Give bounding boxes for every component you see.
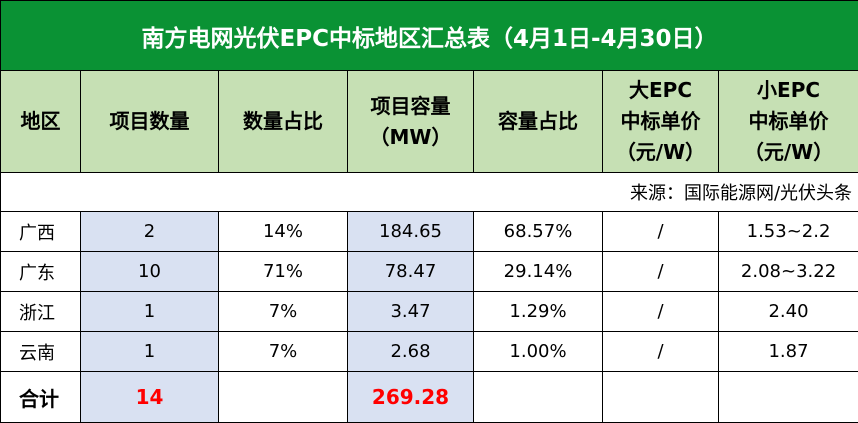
empty-cell: [218, 371, 348, 423]
cell: 1.29%: [473, 291, 603, 332]
header-line: （MW）: [369, 124, 452, 149]
empty-cell: [717, 371, 858, 423]
cell: 71%: [218, 251, 348, 292]
header-line: 项目容量: [370, 93, 451, 118]
cell: 2.40: [717, 291, 858, 332]
cell: 78.47: [347, 251, 474, 292]
cell: 1: [80, 291, 219, 332]
cell: 2.08~3.22: [717, 251, 858, 292]
cell: 184.65: [347, 211, 474, 252]
cell: 1.53~2.2: [717, 211, 858, 252]
header-cell: 小EPC 中标单价 （元/W）: [717, 70, 858, 173]
cell: 浙江: [0, 291, 81, 332]
cell: /: [602, 211, 719, 252]
cell: /: [602, 291, 719, 332]
header-cell: 数量占比: [218, 70, 348, 173]
cell: 1.00%: [473, 331, 603, 372]
data-row: 广西 2 14% 184.65 68.57%/1.53~2.2: [0, 211, 858, 252]
header-cell: 容量占比: [473, 70, 603, 173]
header-cell: 项目容量 （MW）: [347, 70, 474, 173]
header-line: 中标单价: [748, 109, 829, 133]
header-line: 小EPC: [757, 78, 821, 102]
total-count: 14: [80, 371, 219, 423]
title-row: 南方电网光伏EPC中标地区汇总表（4月1日-4月30日）: [0, 0, 858, 71]
cell: 云南: [0, 331, 81, 372]
header-cell: 地区: [0, 70, 81, 173]
cell: 29.14%: [473, 251, 603, 292]
header-line: 大EPC: [629, 78, 692, 102]
cell: 2: [80, 211, 219, 252]
source-row: 来源：国际能源网/光伏头条: [0, 172, 858, 212]
cell: 14%: [218, 211, 348, 252]
cell: 3.47: [347, 291, 474, 332]
source: 来源：国际能源网/光伏头条: [0, 172, 858, 212]
total-label: 合计: [0, 371, 81, 423]
header-cell: 项目数量: [80, 70, 219, 173]
cell: 2.68: [347, 331, 474, 372]
cell: 68.57%: [473, 211, 603, 252]
cell: /: [602, 251, 719, 292]
header-line: （元/W）: [743, 140, 834, 164]
cell: 7%: [218, 331, 348, 372]
total-row: 合计 14 269.28: [0, 371, 858, 423]
cell: 10: [80, 251, 219, 292]
cell: 广东: [0, 251, 81, 292]
header-row: 地区 项目数量 数量占比 项目容量 （MW） 容量占比 大EPC 中标单价 （元/W） 小EPC 中…: [0, 70, 858, 173]
cell: 1: [80, 331, 219, 372]
data-row: 浙江 1 7% 3.47 1.29%/2.40: [0, 291, 858, 332]
header-cell: 大EPC 中标单价 （元/W）: [602, 70, 719, 173]
data-row: 广东 10 71% 78.47 29.14%/2.08~3.22: [0, 251, 858, 292]
table-title: 南方电网光伏EPC中标地区汇总表（4月1日-4月30日）: [0, 0, 858, 71]
empty-cell: [473, 371, 603, 423]
cell: 1.87: [717, 331, 858, 372]
total-capacity: 269.28: [347, 371, 474, 423]
header-line: 项目数量: [109, 109, 190, 133]
header-line: 中标单价: [620, 109, 701, 133]
cell: 广西: [0, 211, 81, 252]
cell: /: [602, 331, 719, 372]
cell: 7%: [218, 291, 348, 332]
header-line: （元/W）: [615, 140, 706, 164]
header-line: 地区: [20, 109, 61, 133]
header-line: 数量占比: [243, 109, 323, 133]
empty-cell: [602, 371, 719, 423]
header-line: 容量占比: [498, 109, 578, 133]
data-row: 云南 1 7% 2.68 1.00%/1.87: [0, 331, 858, 372]
